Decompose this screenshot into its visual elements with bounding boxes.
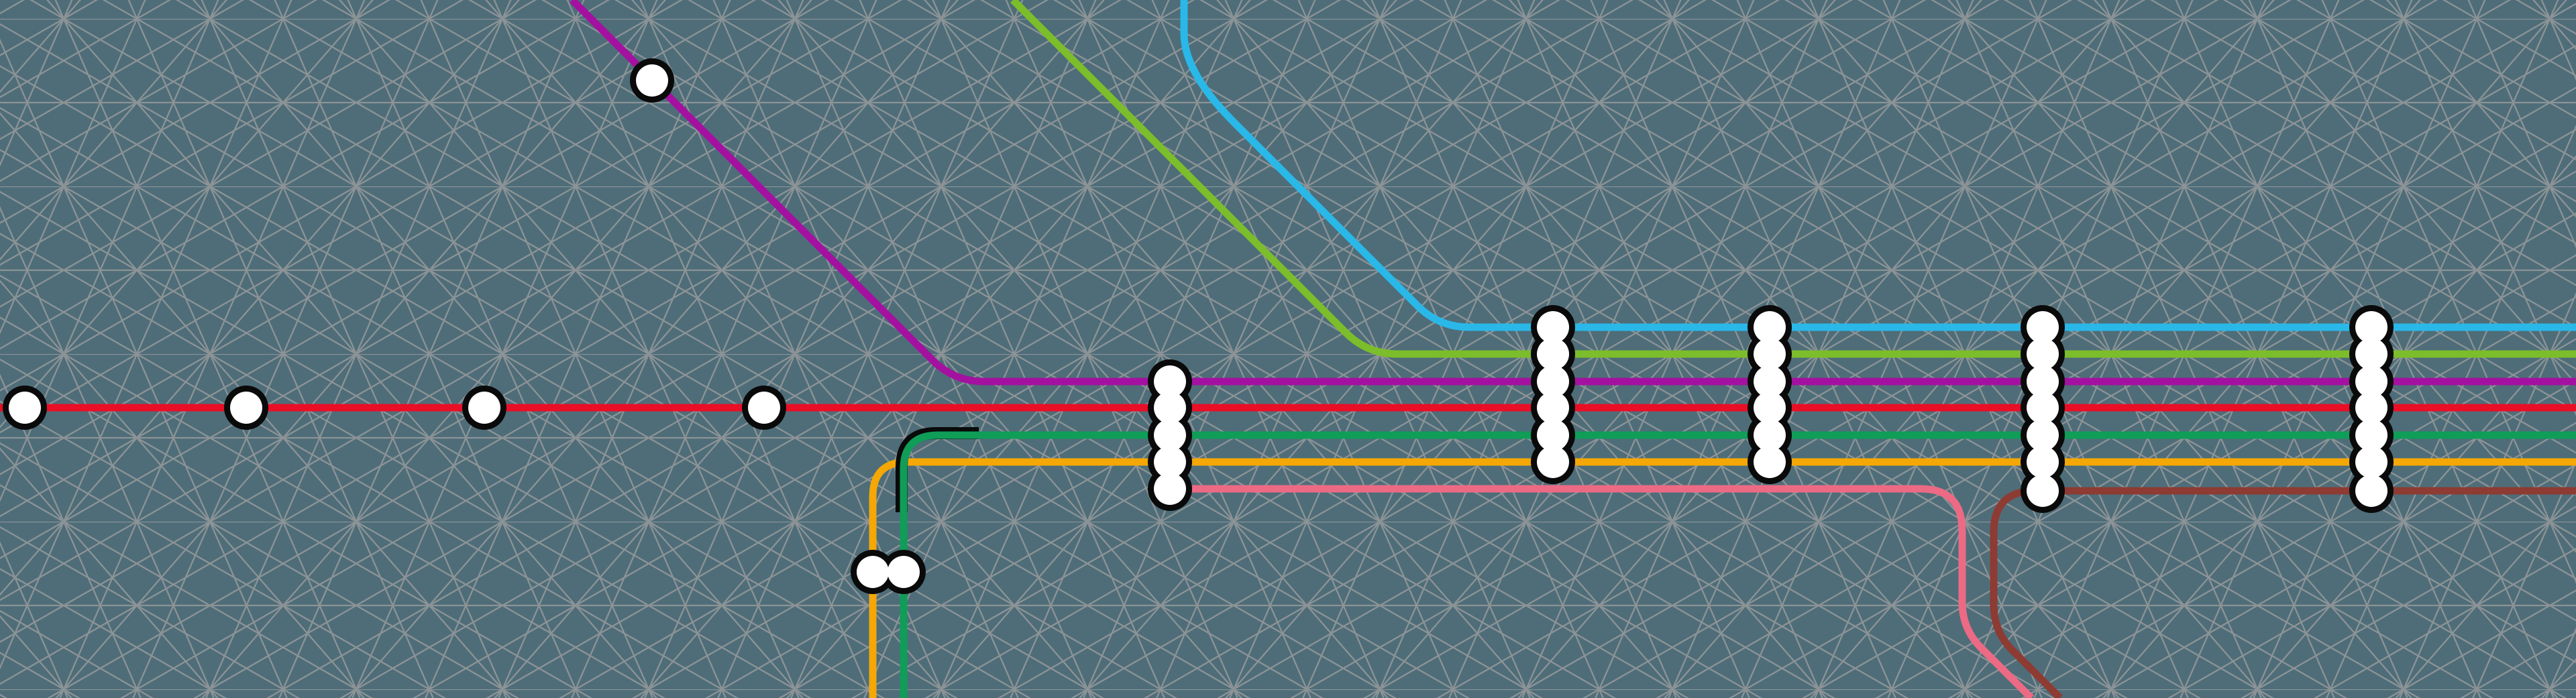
station-interchange-3[interactable]: [1748, 305, 1792, 484]
station-interchange-1[interactable]: [1148, 359, 1192, 511]
station-dot: [1754, 338, 1786, 370]
station-dot: [2027, 419, 2059, 451]
station-dot: [857, 556, 889, 588]
station-interchange-5[interactable]: [2349, 305, 2394, 513]
station-dot: [9, 392, 41, 424]
station-dot: [2355, 365, 2387, 398]
line-maroon[interactable]: [1990, 487, 2576, 698]
station-dot: [2027, 446, 2059, 478]
station-purple-1[interactable]: [630, 58, 674, 103]
station-dot: [1537, 338, 1569, 370]
station-dot: [2027, 338, 2059, 370]
station-dot: [1754, 311, 1786, 343]
station-dot: [636, 64, 668, 97]
line-purple[interactable]: [570, 0, 2576, 386]
station-dot: [2027, 392, 2059, 424]
line-pink[interactable]: [1170, 485, 2034, 698]
station-dot: [748, 392, 780, 424]
station-dot: [2355, 311, 2387, 343]
station-dot: [2027, 311, 2059, 343]
station-dot: [1754, 446, 1786, 478]
station-dot: [468, 392, 500, 424]
station-red-1[interactable]: [3, 386, 47, 430]
line-teal[interactable]: [900, 431, 2576, 698]
station-dot: [2355, 338, 2387, 370]
station-interchange-2[interactable]: [1531, 305, 1575, 484]
station-dot: [2355, 446, 2387, 478]
station-interchange-4[interactable]: [2021, 305, 2065, 513]
station-dot: [1154, 392, 1186, 424]
station-dot: [230, 392, 262, 424]
station-dot: [2355, 419, 2387, 451]
station-dot: [1754, 419, 1786, 451]
stations-layer: [3, 58, 2394, 594]
station-dot: [1537, 311, 1569, 343]
station-dot: [1537, 446, 1569, 478]
station-dot: [1154, 419, 1186, 451]
line-lime[interactable]: [1010, 0, 2576, 358]
station-dot: [2027, 475, 2059, 507]
station-dot: [1754, 365, 1786, 398]
station-red-2[interactable]: [224, 386, 268, 430]
station-dot: [2355, 475, 2387, 507]
station-dot: [1537, 392, 1569, 424]
station-orange-teal-pair[interactable]: [851, 550, 926, 594]
station-dot: [2027, 365, 2059, 398]
station-dot: [1537, 365, 1569, 398]
station-dot: [888, 556, 920, 588]
station-red-3[interactable]: [462, 386, 506, 430]
station-dot: [1537, 419, 1569, 451]
station-dot: [1154, 365, 1186, 398]
station-dot: [1754, 392, 1786, 424]
station-dot: [1154, 473, 1186, 505]
station-dot: [2355, 392, 2387, 424]
station-dot: [1154, 446, 1186, 478]
line-cyan[interactable]: [1180, 0, 2576, 331]
station-red-4[interactable]: [742, 386, 786, 430]
